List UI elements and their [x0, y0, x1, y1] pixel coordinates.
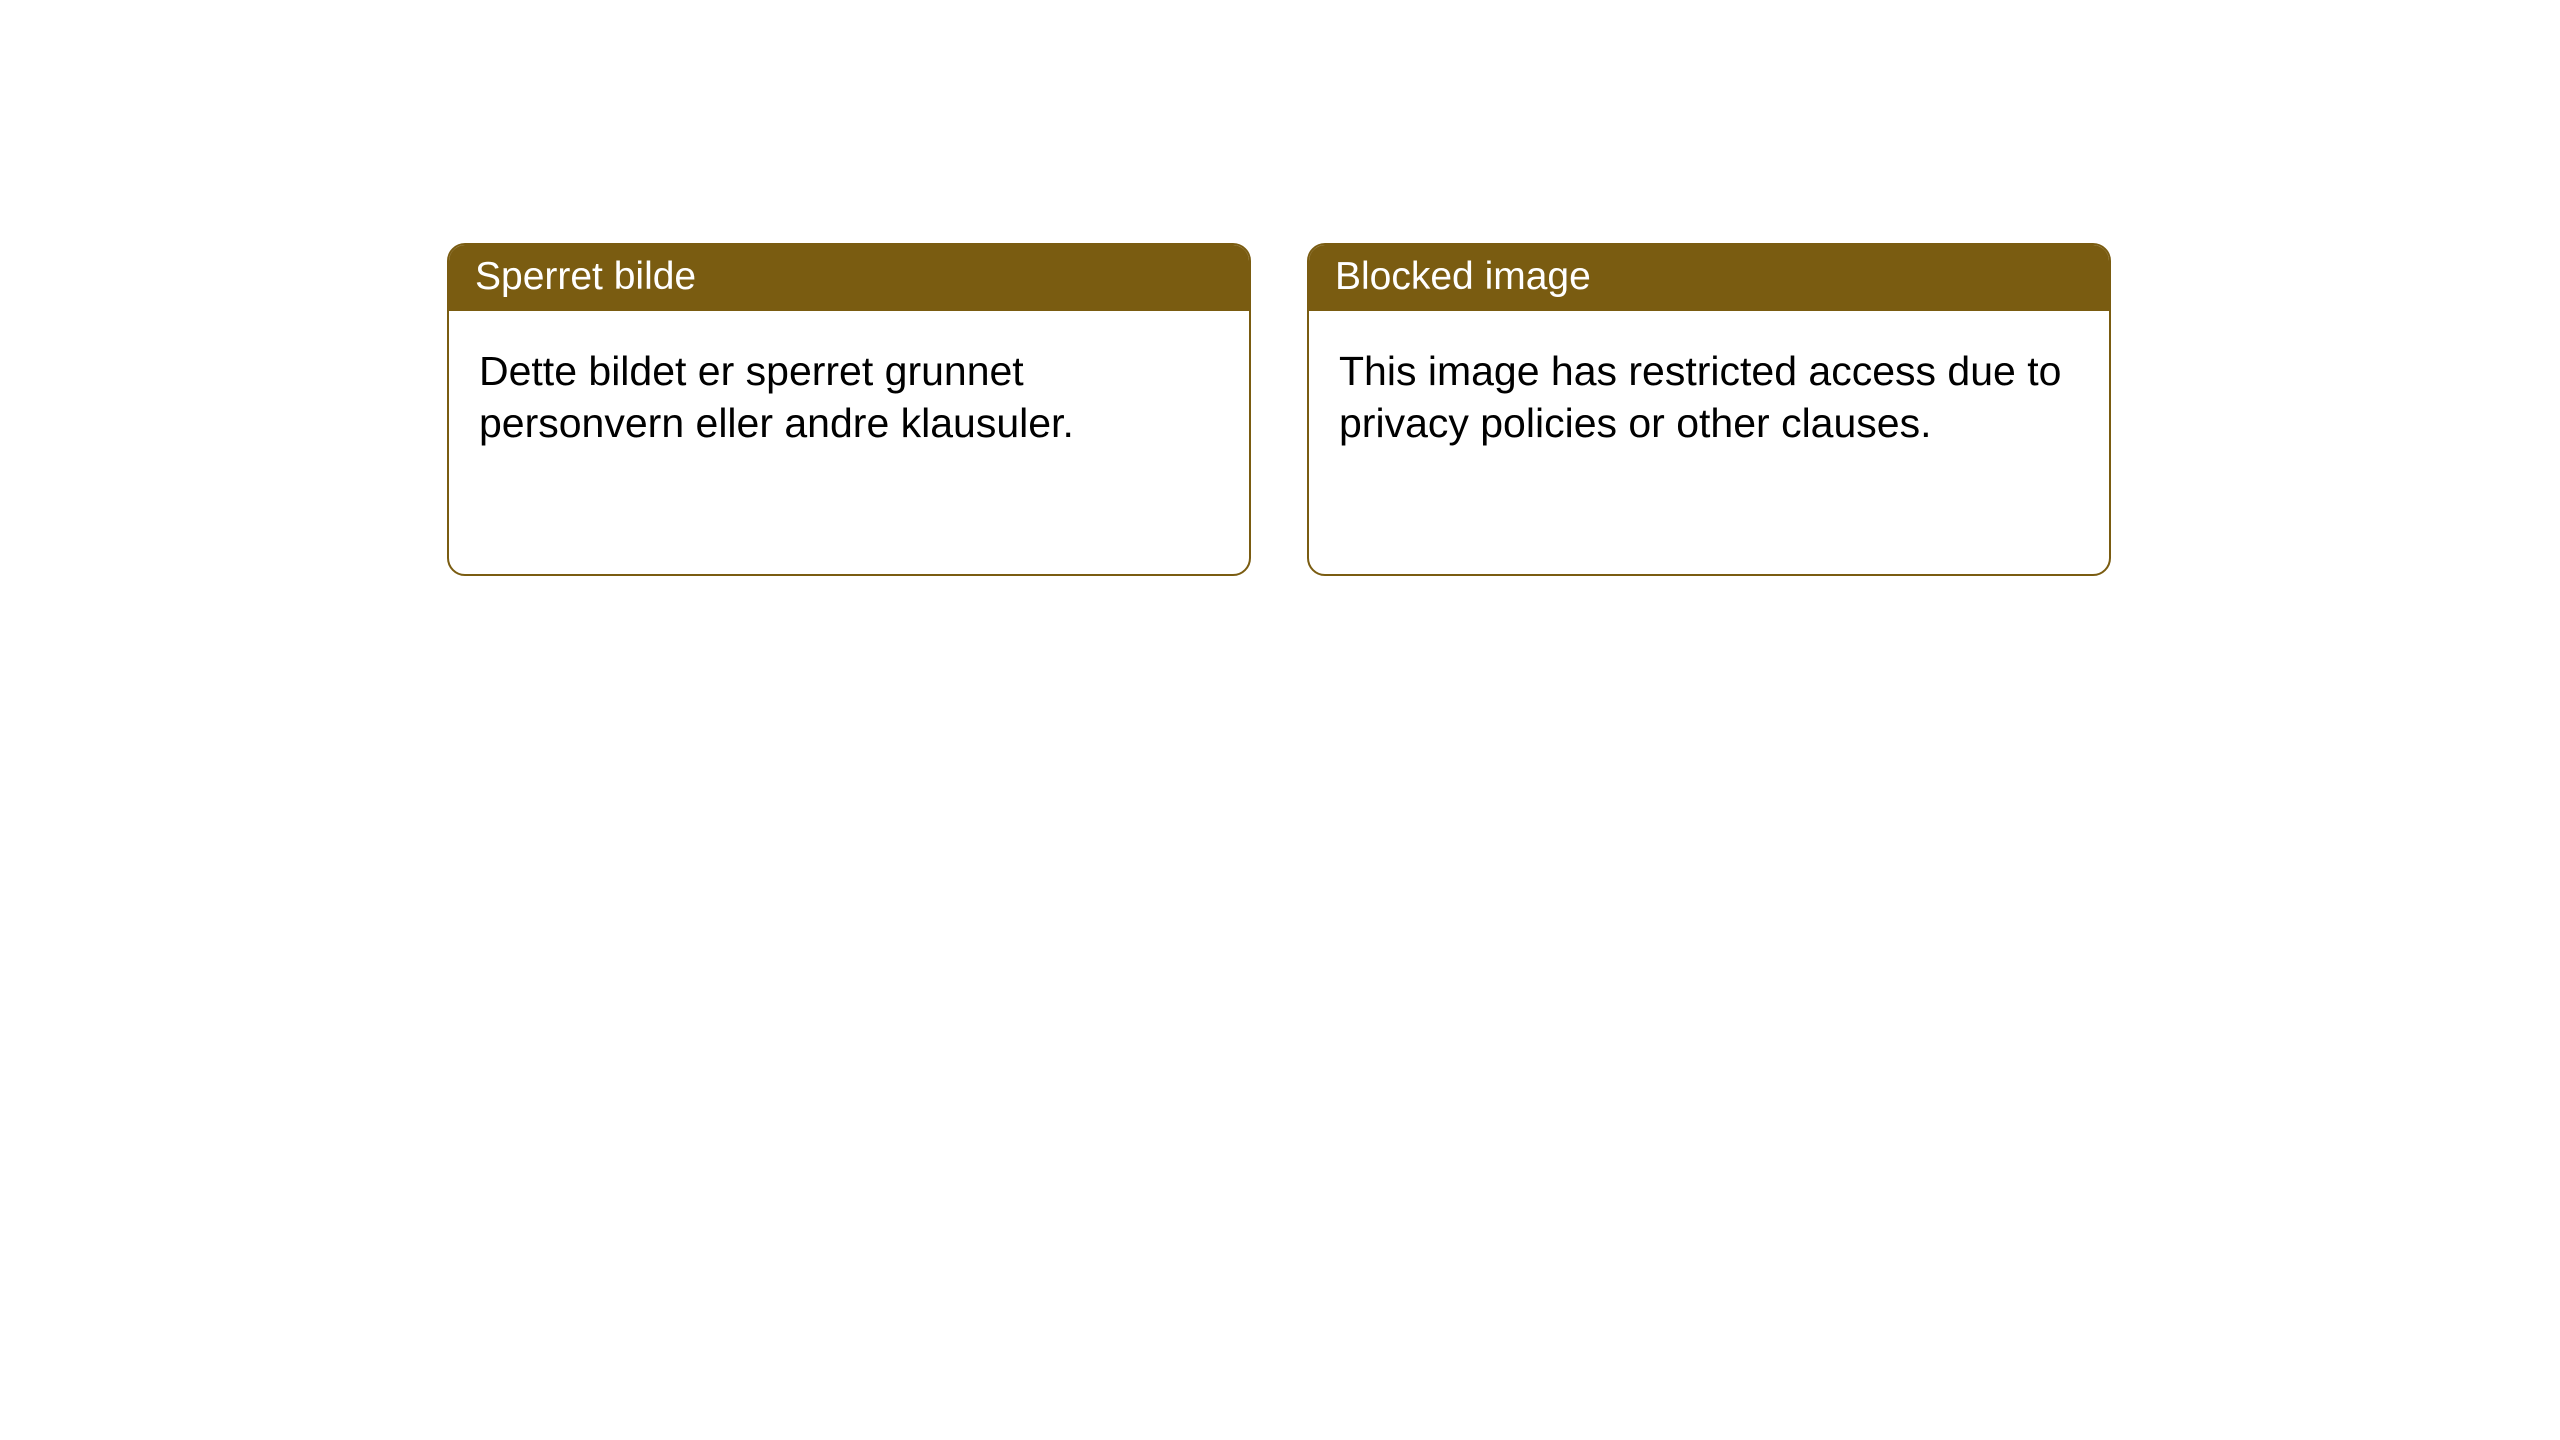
card-norwegian: Sperret bilde Dette bildet er sperret gr…: [447, 243, 1251, 576]
cards-container: Sperret bilde Dette bildet er sperret gr…: [0, 0, 2560, 576]
card-english: Blocked image This image has restricted …: [1307, 243, 2111, 576]
card-english-body: This image has restricted access due to …: [1309, 311, 2109, 480]
card-english-body-text: This image has restricted access due to …: [1339, 348, 2061, 446]
card-norwegian-body-text: Dette bildet er sperret grunnet personve…: [479, 348, 1074, 446]
card-norwegian-body: Dette bildet er sperret grunnet personve…: [449, 311, 1249, 480]
card-english-header: Blocked image: [1309, 245, 2109, 311]
card-norwegian-header: Sperret bilde: [449, 245, 1249, 311]
card-norwegian-title: Sperret bilde: [475, 255, 696, 298]
card-english-title: Blocked image: [1335, 255, 1591, 298]
